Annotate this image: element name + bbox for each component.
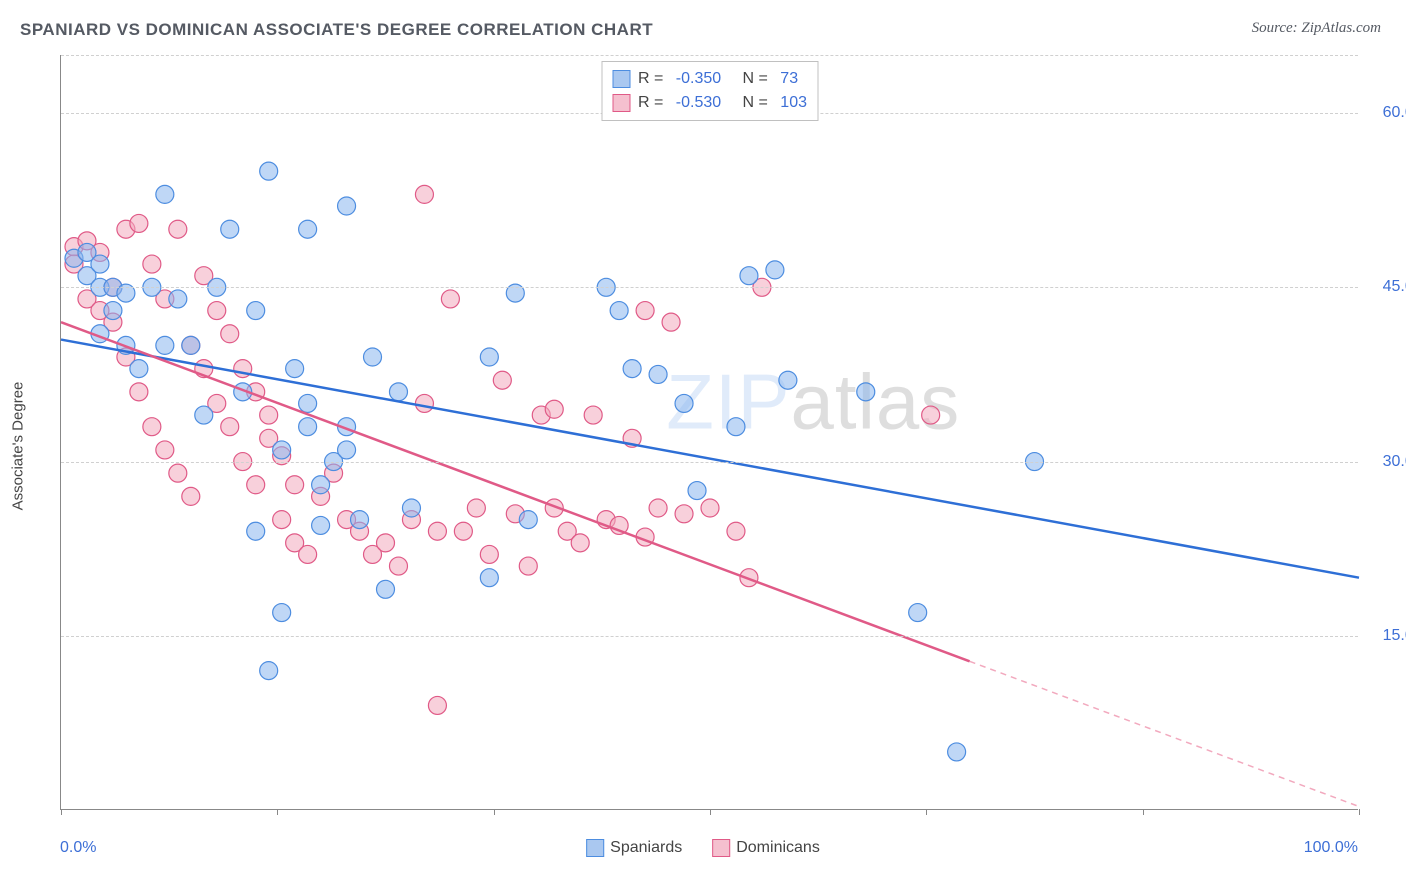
plot-area: ZIPatlas R = -0.350 N = 73 R = -0.530 N … xyxy=(60,55,1358,810)
chart-container: SPANIARD VS DOMINICAN ASSOCIATE'S DEGREE… xyxy=(0,0,1406,892)
swatch-blue-icon xyxy=(612,70,630,88)
gridline xyxy=(61,462,1358,463)
y-tick-label: 45.0% xyxy=(1368,278,1406,296)
stat-n-prefix: N = xyxy=(729,91,772,115)
legend-label-spaniards: Spaniards xyxy=(610,839,682,857)
x-tick xyxy=(1359,809,1360,815)
stat-row-dominicans: R = -0.530 N = 103 xyxy=(612,91,807,115)
gridline xyxy=(61,287,1358,288)
stat-r-spaniards: -0.350 xyxy=(676,67,721,91)
stat-r-prefix: R = xyxy=(638,91,668,115)
legend-item-dominicans: Dominicans xyxy=(712,839,820,857)
y-tick-label: 30.0% xyxy=(1368,453,1406,471)
gridline xyxy=(61,636,1358,637)
x-tick xyxy=(277,809,278,815)
legend-item-spaniards: Spaniards xyxy=(586,839,682,857)
y-tick-label: 60.0% xyxy=(1368,104,1406,122)
x-axis-max-label: 100.0% xyxy=(1304,839,1358,857)
x-tick xyxy=(61,809,62,815)
stat-n-prefix: N = xyxy=(729,67,772,91)
swatch-pink-icon xyxy=(612,94,630,112)
x-axis-min-label: 0.0% xyxy=(60,839,96,857)
x-tick xyxy=(494,809,495,815)
stat-r-dominicans: -0.530 xyxy=(676,91,721,115)
bottom-legend: Spaniards Dominicans xyxy=(586,839,820,857)
swatch-blue-icon xyxy=(586,839,604,857)
y-tick-label: 15.0% xyxy=(1368,627,1406,645)
stat-row-spaniards: R = -0.350 N = 73 xyxy=(612,67,807,91)
stat-legend: R = -0.350 N = 73 R = -0.530 N = 103 xyxy=(601,61,818,121)
x-tick xyxy=(1143,809,1144,815)
gridline xyxy=(61,55,1358,56)
x-tick xyxy=(926,809,927,815)
swatch-pink-icon xyxy=(712,839,730,857)
chart-title: SPANIARD VS DOMINICAN ASSOCIATE'S DEGREE… xyxy=(20,20,653,40)
legend-label-dominicans: Dominicans xyxy=(736,839,820,857)
stat-n-spaniards: 73 xyxy=(780,67,798,91)
x-tick xyxy=(710,809,711,815)
y-axis-label: Associate's Degree xyxy=(10,382,27,511)
stat-n-dominicans: 103 xyxy=(780,91,807,115)
chart-svg xyxy=(61,55,1358,809)
source-credit: Source: ZipAtlas.com xyxy=(1252,20,1381,37)
stat-r-prefix: R = xyxy=(638,67,668,91)
